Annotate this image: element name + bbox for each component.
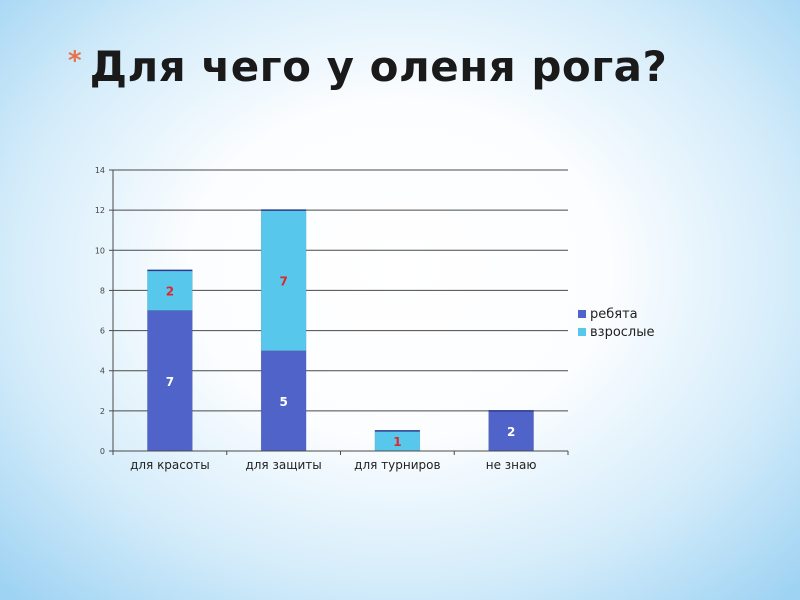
legend-item-adults: взрослые (578, 323, 655, 341)
y-tick-label: 4 (100, 367, 105, 376)
legend-swatch-adults (578, 328, 586, 336)
y-tick-label: 12 (95, 206, 105, 215)
y-tick-label: 0 (100, 447, 105, 456)
label-layer: 7 2 5 7 1 2 (166, 274, 516, 449)
bar-segment-0-0 (147, 310, 193, 452)
data-label-0-3: 2 (507, 425, 515, 439)
data-label-1-0: 2 (166, 284, 174, 298)
data-label-1-1: 7 (279, 274, 287, 288)
slide-title: * Для чего у оленя рога? (68, 42, 667, 92)
data-label-1-2: 1 (393, 435, 401, 449)
title-text: Для чего у оленя рога? (89, 42, 668, 91)
legend-item-kids: ребята (578, 305, 655, 323)
legend-swatch-kids (578, 310, 586, 318)
data-label-0-1: 5 (279, 395, 287, 409)
data-label-0-0: 7 (166, 375, 174, 389)
legend: ребята взрослые (578, 305, 655, 341)
y-tick-label: 8 (100, 286, 105, 295)
category-label-1: для защиты (245, 458, 321, 472)
bar-segment-1-0 (147, 270, 193, 311)
bullet-star-icon: * (68, 46, 82, 76)
category-label-0: для красоты (130, 458, 210, 472)
legend-label-adults: взрослые (590, 324, 655, 340)
bar-layer (147, 209, 534, 452)
y-tick-label: 6 (100, 327, 105, 336)
bar-segment-0-3 (488, 410, 534, 452)
category-label-2: для турниров (354, 458, 440, 472)
y-tick-label: 2 (100, 407, 105, 416)
category-label-3: не знаю (486, 458, 537, 472)
y-tick-label: 10 (95, 246, 105, 255)
legend-label-kids: ребята (590, 306, 638, 322)
y-tick-label: 14 (95, 166, 105, 175)
